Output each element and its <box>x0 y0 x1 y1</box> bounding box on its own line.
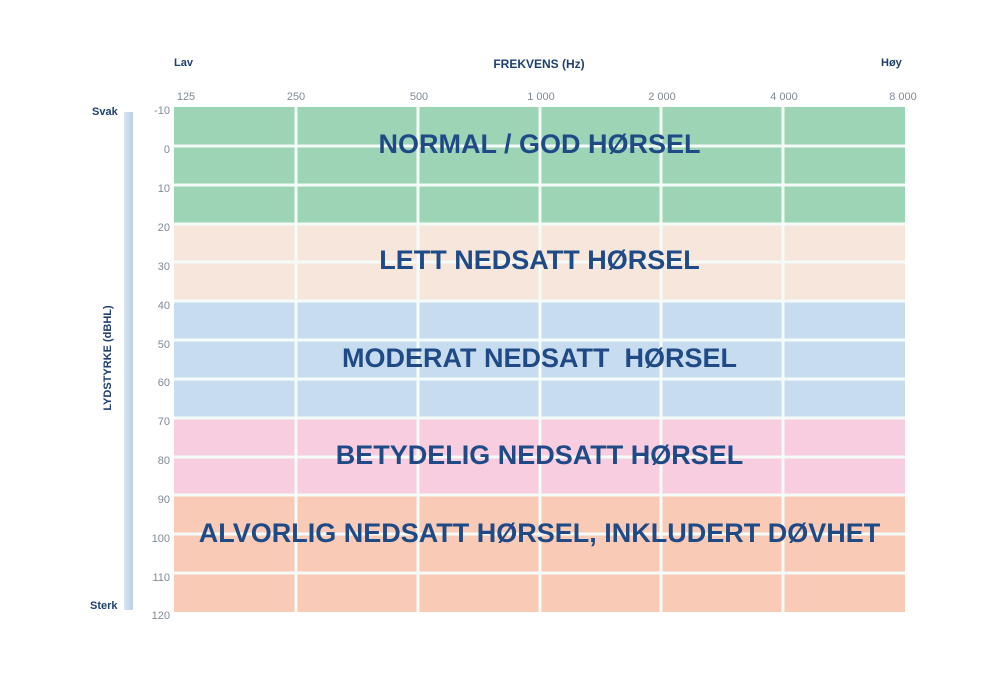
y-top-label: Svak <box>92 106 118 118</box>
y-tick: 60 <box>157 377 170 389</box>
y-tick: 30 <box>157 261 170 273</box>
x-tick-250: 250 <box>286 91 306 103</box>
band-label: BETYDELIG NEDSATT HØRSEL <box>335 439 744 470</box>
band-label: LETT NEDSATT HØRSEL <box>379 245 700 276</box>
x-tick-8000: 8 000 <box>889 91 917 103</box>
band-label: MODERAT NEDSATT HØRSEL <box>342 342 737 373</box>
chart-title: FREKVENS (Hz) <box>493 57 585 71</box>
grid-line-vertical <box>416 107 420 612</box>
y-tick: -10 <box>154 105 170 117</box>
y-axis-title: LYDSTYRKE (dBHL) <box>102 305 114 411</box>
band-label: NORMAL / GOD HØRSEL <box>378 129 701 160</box>
x-tick-1000: 1 000 <box>527 91 555 103</box>
grid-line-vertical <box>659 107 663 612</box>
y-tick: 70 <box>157 416 170 428</box>
y-tick: 20 <box>157 222 170 234</box>
band-label: ALVORLIG NEDSATT HØRSEL, INKLUDERT DØVHE… <box>198 517 881 548</box>
y-tick: 80 <box>157 455 170 467</box>
y-tick: 0 <box>163 144 170 156</box>
grid-line-vertical <box>781 107 785 612</box>
y-tick: 40 <box>157 300 170 312</box>
high-frequency-label: Høy <box>881 57 902 69</box>
x-tick-4000: 4 000 <box>770 91 798 103</box>
y-tick: 90 <box>157 494 170 506</box>
grid-line-vertical <box>294 107 298 612</box>
y-tick: 50 <box>157 339 170 351</box>
audiogram-plot: NORMAL / GOD HØRSEL LETT NEDSATT HØRSEL MO… <box>174 107 905 612</box>
loudness-gradient-bar <box>124 112 133 610</box>
y-tick: 120 <box>151 610 170 622</box>
y-bottom-label: Sterk <box>90 600 118 612</box>
y-tick: 10 <box>157 183 170 195</box>
low-frequency-label: Lav <box>174 57 193 69</box>
x-tick-500: 500 <box>409 91 429 103</box>
x-tick-125: 125 <box>176 91 196 103</box>
grid-line-vertical <box>538 107 541 612</box>
y-tick: 110 <box>152 572 170 584</box>
x-tick-2000: 2 000 <box>648 91 676 103</box>
y-tick: 100 <box>151 533 170 545</box>
